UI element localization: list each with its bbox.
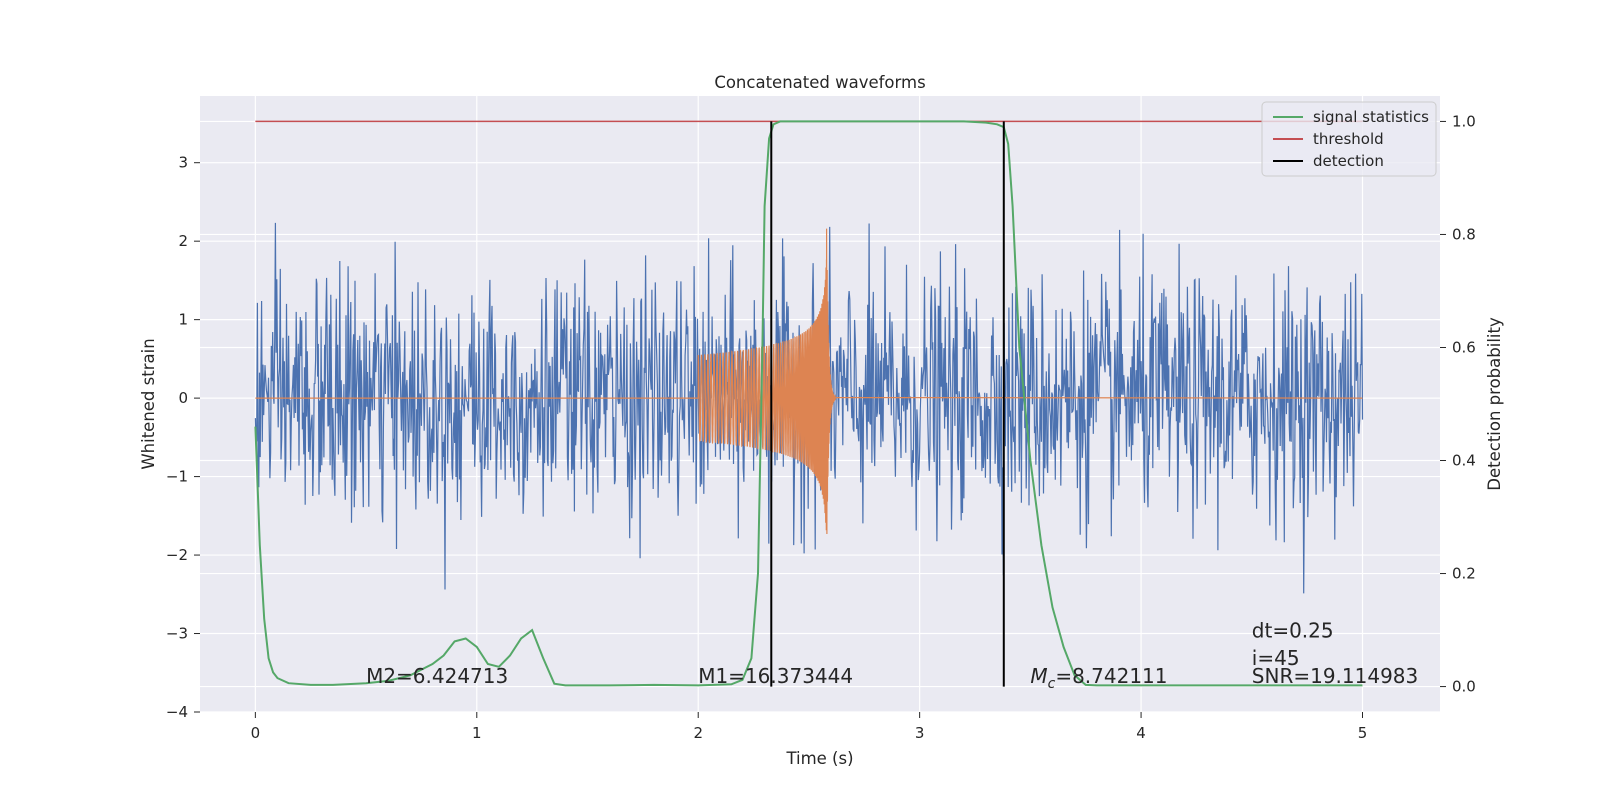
y-tick-label: −2: [166, 546, 188, 564]
y2-axis-label: Detection probability: [1485, 317, 1504, 491]
y-tick-label: 0: [178, 389, 188, 407]
waveform-line: [255, 228, 1363, 535]
legend: signal statistics threshold detection: [1261, 101, 1437, 177]
legend-label-signal-statistics: signal statistics: [1313, 108, 1429, 126]
x-tick-label: 1: [472, 724, 482, 742]
y2-tick-label: 1.0: [1452, 112, 1476, 130]
legend-label-threshold: threshold: [1313, 130, 1384, 148]
legend-box: [1261, 101, 1437, 177]
y-tick-label: 3: [178, 154, 188, 172]
annotation-mc: Mc=8.742111: [1030, 664, 1167, 692]
y-axis-label: Whitened strain: [139, 338, 158, 469]
legend-label-detection: detection: [1313, 152, 1384, 170]
axes: 0 1 2 3 4 5 −4 −3 −2 −1 0 1 2 3 0.0 0.2 0.4 0.6 0.8 1.0: [166, 112, 1476, 742]
y2-tick-label: 0.6: [1452, 338, 1476, 356]
x-tick-label: 5: [1358, 724, 1368, 742]
annotation-snr: SNR=19.114983: [1252, 664, 1418, 688]
annotation-dt: dt=0.25: [1252, 618, 1334, 642]
y-tick-label: 2: [178, 232, 188, 250]
annotations: M2=6.424713 M1=16.373444 Mc=8.742111 dt=0.2…: [366, 618, 1418, 692]
y-tick-label: −3: [166, 625, 188, 643]
annotation-i: i=45: [1252, 646, 1300, 670]
chart-title: Concatenated waveforms: [714, 73, 925, 92]
x-axis-label: Time (s): [785, 749, 853, 768]
x-tick-label: 4: [1136, 724, 1146, 742]
x-tick-label: 0: [251, 724, 261, 742]
annotation-m1: M1=16.373444: [698, 664, 853, 688]
y2-tick-label: 0.2: [1452, 565, 1476, 583]
x-tick-label: 2: [693, 724, 703, 742]
y2-tick-label: 0.0: [1452, 678, 1476, 696]
y2-tick-label: 0.8: [1452, 225, 1476, 243]
signal-statistics-line: [254, 120, 1363, 687]
y-tick-label: −4: [166, 703, 188, 721]
x-tick-label: 3: [915, 724, 925, 742]
y2-tick-label: 0.4: [1452, 452, 1476, 470]
y-tick-label: 1: [178, 311, 188, 329]
annotation-m2: M2=6.424713: [366, 664, 508, 688]
y-tick-label: −1: [166, 468, 188, 486]
data-series: [254, 120, 1364, 687]
